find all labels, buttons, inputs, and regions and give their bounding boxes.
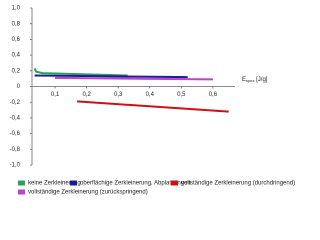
- series-line: [34, 74, 188, 79]
- series-line: [55, 76, 213, 81]
- legend-label: vollständige Zerkleinerung (durchdringen…: [181, 181, 295, 187]
- y-tick-label: 0,6: [12, 37, 21, 43]
- legend-swatch: [70, 180, 77, 186]
- y-tick-label: -0,6: [10, 131, 21, 137]
- y-tick-label: 1,0: [12, 6, 21, 12]
- x-tick-label: 0,6: [209, 92, 218, 98]
- y-tick-label: 0: [17, 84, 21, 90]
- y-tick-label: -1,0: [10, 163, 21, 169]
- series-line: [77, 100, 229, 113]
- series-line: [33, 67, 128, 77]
- x-tick-label: 0,5: [177, 92, 186, 98]
- chart: Espez [J/g] 1,0 0,8 0,6 0,4 0,2 0 -0,2 -0,4 -0,6…: [10, 6, 295, 196]
- x-label-main: E: [242, 77, 246, 83]
- x-tick-label: 0,3: [114, 92, 123, 98]
- x-axis-label: Espez [J/g]: [242, 77, 268, 83]
- y-tick-label: -0,2: [10, 100, 21, 106]
- y-tick-label: 0,2: [12, 68, 21, 74]
- legend-label: oberflächige Zerkleinerung, Abplatzungen: [80, 181, 191, 187]
- y-tick-label: 0,4: [12, 53, 21, 59]
- legend-label: keine Zerkleinerung: [28, 181, 81, 187]
- x-tick-label: 0,4: [146, 92, 155, 98]
- legend-swatch: [18, 189, 25, 195]
- x-tick-label: 0,1: [51, 92, 60, 98]
- y-tick-label: 0,8: [12, 21, 21, 27]
- legend-swatch: [18, 180, 25, 186]
- x-label-unit: [J/g]: [254, 77, 267, 83]
- x-label-sub: spez: [246, 78, 254, 83]
- x-tick-label: 0,2: [82, 92, 91, 98]
- legend-label: vollständige Zerkleinerung (zurückspring…: [28, 190, 148, 196]
- legend-swatch: [171, 180, 178, 186]
- y-tick-label: -0,4: [10, 115, 21, 121]
- y-tick-label: -0,8: [10, 147, 21, 153]
